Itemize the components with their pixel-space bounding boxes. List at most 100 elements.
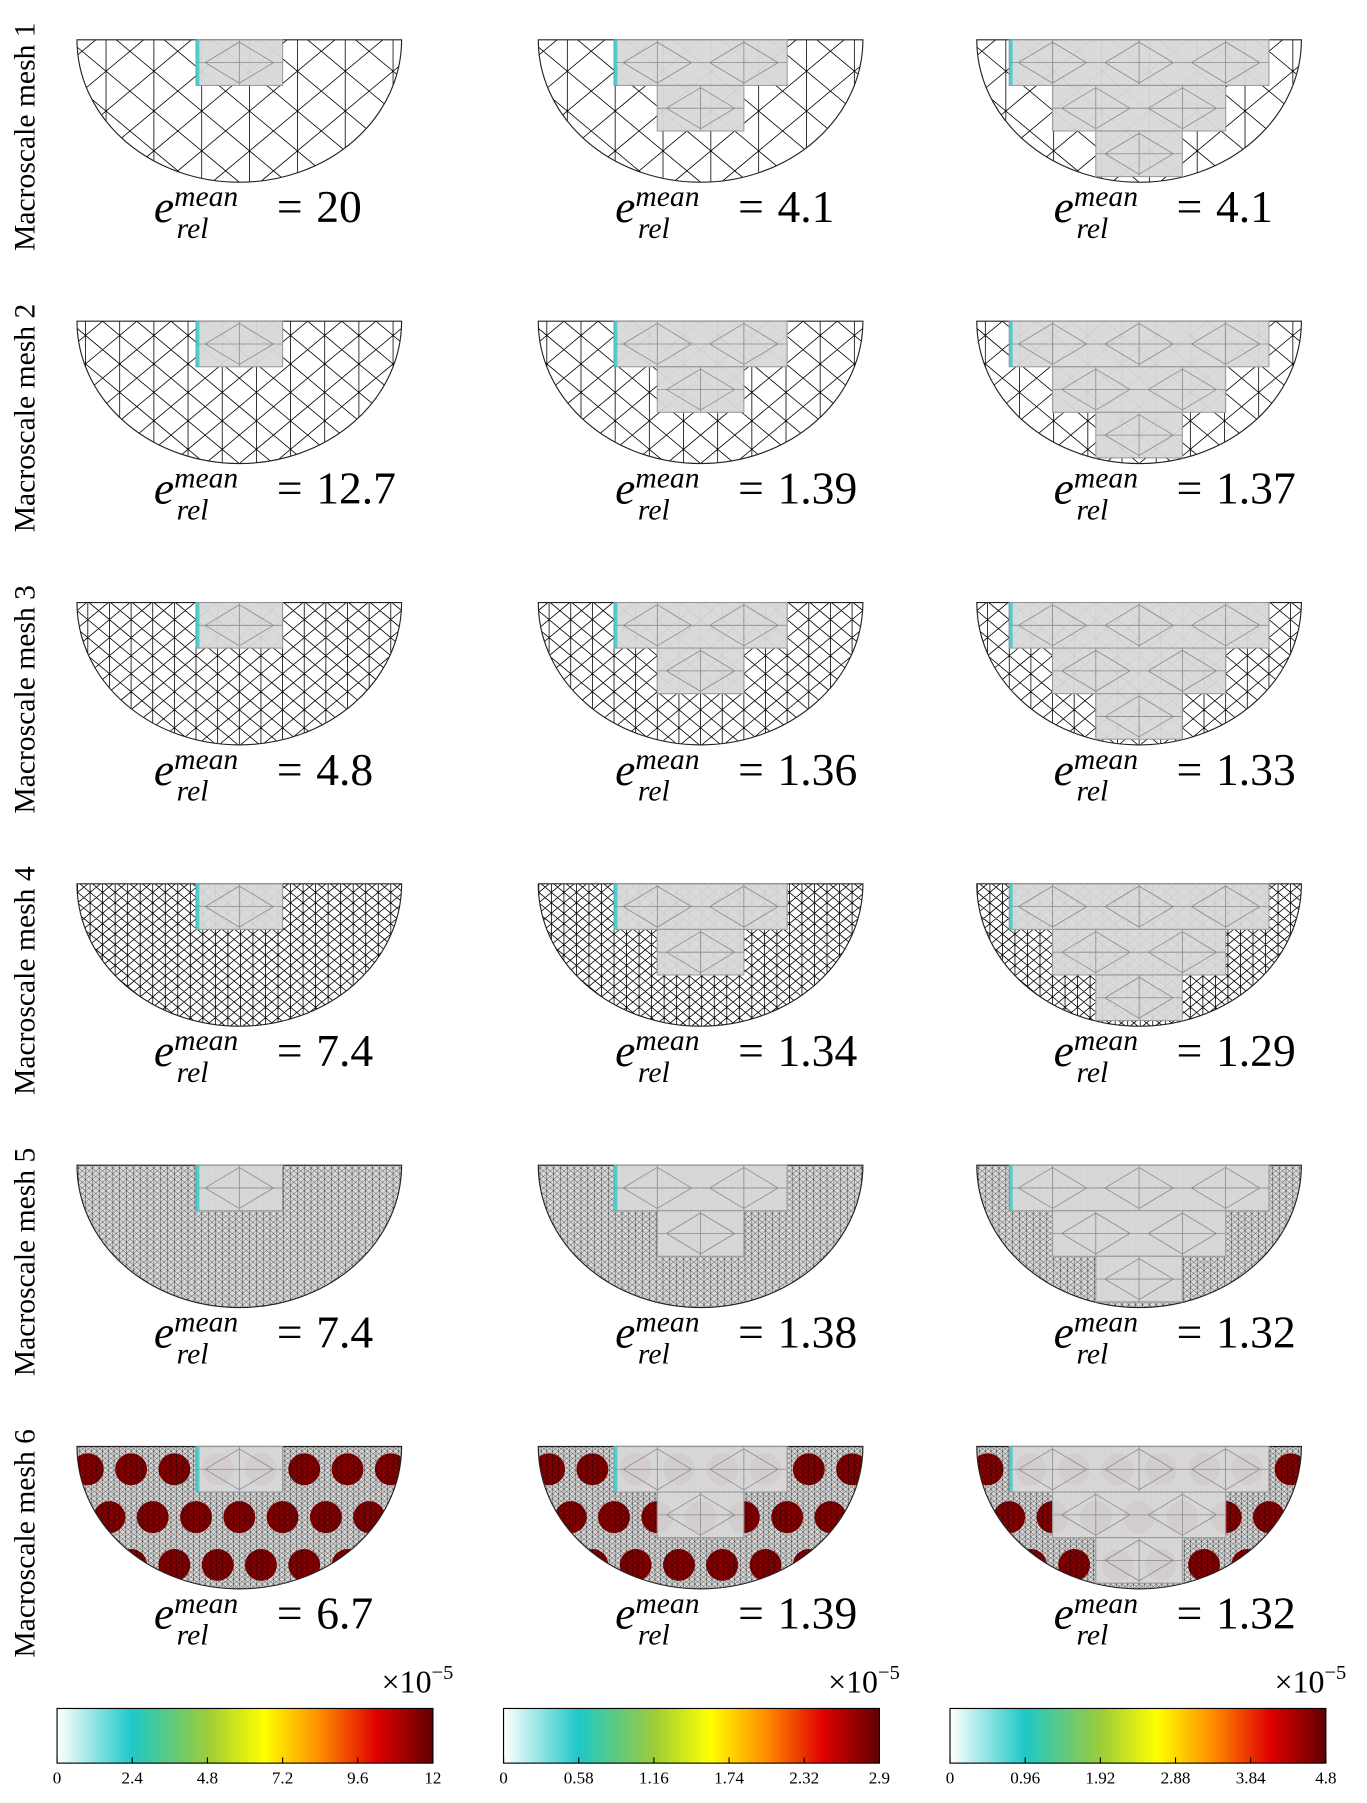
colorbar-multiplier: ×10−5 [1275,1662,1347,1700]
error-edge [1009,1446,1013,1493]
patch-pattern [1095,1165,1183,1211]
subscript: rel [1076,1057,1108,1089]
error-value: emean rel = 1.39 [615,462,857,526]
patch-pattern [614,883,701,930]
error-edge [1009,39,1013,86]
error-value: emean rel = 7.4 [154,1025,374,1089]
mesh-outline [976,1445,1302,1590]
inclusion [792,1549,825,1581]
equals: = [738,462,764,513]
error-value: emean rel = 1.33 [1054,744,1296,808]
patch-pattern [614,39,701,86]
tick-label: 0 [499,1769,508,1788]
subscript: rel [638,494,670,526]
error-edge [614,321,618,367]
symbol: e [1054,744,1074,795]
mesh-lines [76,321,402,464]
patch-pattern [1009,1446,1096,1493]
value: 7.4 [316,1306,373,1357]
value: 1.37 [1216,462,1296,513]
equals: = [738,181,764,232]
subscript: rel [177,213,209,245]
error-edge [196,602,200,649]
symbol: e [1054,1306,1074,1357]
symbol: e [1054,462,1074,513]
symbol: e [615,181,635,232]
row-label: Macroscale mesh 3 [9,585,41,814]
mesh-outline [976,883,1302,1027]
error-value: emean rel = 1.37 [1054,462,1296,526]
equals: = [277,744,303,795]
equals: = [738,1306,764,1357]
patch-pattern [1139,1492,1226,1538]
error-value: emean rel = 1.29 [1054,1025,1296,1089]
mesh-outline [976,601,1302,746]
mesh-fill [76,1165,402,1308]
tick-label: 3.84 [1236,1769,1266,1788]
mesh-row: Macroscale mesh 1 emean rel = 20 emean rel = 4.1… [9,22,1302,251]
error-edge [196,321,200,367]
error-edge [614,1446,618,1493]
inclusion [576,1549,609,1581]
error-value: emean rel = 1.34 [615,1025,857,1089]
error-edge [196,883,200,930]
tick-label: 0.58 [564,1769,594,1788]
symbol: e [615,744,635,795]
patch-pattern [1095,1446,1183,1493]
error-edge [1009,602,1013,649]
superscript: mean [174,1306,238,1338]
inclusion [115,1549,148,1581]
mesh-panel [76,883,402,1027]
superscript: mean [1074,744,1138,776]
symbol: e [615,1025,635,1076]
equals: = [277,1588,303,1639]
inclusion [928,1549,960,1581]
value: 1.38 [778,1306,858,1357]
value: 1.39 [778,462,858,513]
patch-pattern [1139,929,1226,975]
symbol: e [154,1025,174,1076]
mesh-lines [76,602,402,745]
patch-pattern [700,1446,788,1493]
tick-label: 2.88 [1161,1769,1191,1788]
error-edge [1009,321,1013,367]
mesh-outline [76,1164,403,1309]
mesh-outline [537,601,864,746]
colorbar-multiplier: ×10−5 [382,1662,454,1700]
inclusion [976,1549,1004,1581]
inclusion [201,1549,234,1581]
mesh-row: Macroscale mesh 3 emean rel = 4.8 emean rel = 1.… [9,585,1302,814]
mesh-outline [76,883,403,1027]
colorbar: 0 2.4 4.8 7.2 9.6 12 ×10−5 [53,1662,454,1788]
patch-pattern [700,602,788,649]
patch-pattern [657,85,744,131]
inclusion [396,1501,402,1534]
symbol: e [154,462,174,513]
patch-pattern [1009,883,1096,930]
mesh-outline [537,39,864,183]
patch-pattern [614,1446,701,1493]
mesh-panel [76,39,402,183]
patch-pattern [1052,366,1140,413]
mesh-fill [76,39,402,183]
patch-pattern [1095,1537,1183,1584]
value: 4.8 [316,744,373,795]
patch-pattern [700,39,788,86]
mesh-outline [537,320,864,465]
equals: = [738,1588,764,1639]
patch-pattern [1139,648,1226,694]
value: 1.32 [1216,1588,1296,1639]
multiplier: ×10 [828,1665,878,1700]
patch-pattern [1095,412,1183,458]
colorbar-gradient [502,1707,880,1764]
inclusion [538,1501,544,1534]
mesh-panel [76,1446,402,1589]
value: 1.34 [778,1025,858,1076]
subscript: rel [177,776,209,808]
mesh-outline [537,1164,864,1309]
inclusion [76,1549,104,1581]
error-value: emean rel = 4.1 [1054,181,1273,245]
patch-pattern [614,321,701,367]
superscript: mean [1074,1306,1138,1338]
